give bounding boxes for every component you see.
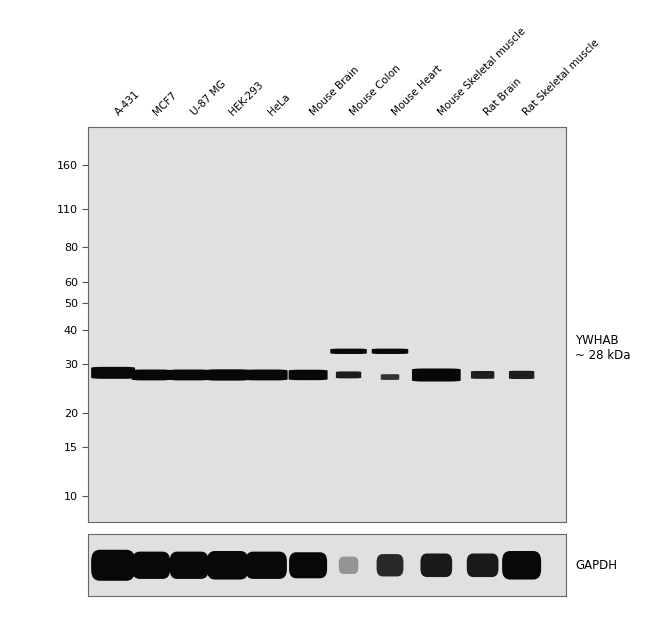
FancyBboxPatch shape xyxy=(372,349,408,354)
Text: Mouse Brain: Mouse Brain xyxy=(308,65,361,117)
FancyBboxPatch shape xyxy=(206,369,249,380)
FancyBboxPatch shape xyxy=(244,370,287,380)
FancyBboxPatch shape xyxy=(471,371,494,379)
FancyBboxPatch shape xyxy=(330,349,367,354)
FancyBboxPatch shape xyxy=(339,556,358,574)
FancyBboxPatch shape xyxy=(381,374,399,380)
FancyBboxPatch shape xyxy=(289,552,327,579)
FancyBboxPatch shape xyxy=(376,554,404,577)
Text: U-87 MG: U-87 MG xyxy=(189,78,228,117)
FancyBboxPatch shape xyxy=(131,370,170,380)
Text: A-431: A-431 xyxy=(113,89,142,117)
Text: Mouse Heart: Mouse Heart xyxy=(390,64,444,117)
Text: YWHAB
~ 28 kDa: YWHAB ~ 28 kDa xyxy=(575,334,630,362)
FancyBboxPatch shape xyxy=(467,553,499,577)
FancyBboxPatch shape xyxy=(207,551,248,580)
FancyBboxPatch shape xyxy=(246,551,287,579)
Text: Rat Skeletal muscle: Rat Skeletal muscle xyxy=(521,37,601,117)
FancyBboxPatch shape xyxy=(502,551,541,580)
Text: Rat Brain: Rat Brain xyxy=(482,77,524,117)
Text: HeLa: HeLa xyxy=(266,92,292,117)
FancyBboxPatch shape xyxy=(170,551,209,579)
FancyBboxPatch shape xyxy=(412,368,461,382)
FancyBboxPatch shape xyxy=(509,371,534,379)
Text: Mouse Colon: Mouse Colon xyxy=(348,63,403,117)
FancyBboxPatch shape xyxy=(169,370,209,380)
Text: HEK-293: HEK-293 xyxy=(227,80,265,117)
FancyBboxPatch shape xyxy=(421,553,452,577)
FancyBboxPatch shape xyxy=(132,551,170,579)
Text: Mouse Skeletal muscle: Mouse Skeletal muscle xyxy=(436,26,528,117)
FancyBboxPatch shape xyxy=(289,370,328,380)
Text: GAPDH: GAPDH xyxy=(575,559,617,572)
FancyBboxPatch shape xyxy=(91,367,135,379)
FancyBboxPatch shape xyxy=(91,549,135,581)
FancyBboxPatch shape xyxy=(336,372,361,379)
Text: MCF7: MCF7 xyxy=(151,90,179,117)
